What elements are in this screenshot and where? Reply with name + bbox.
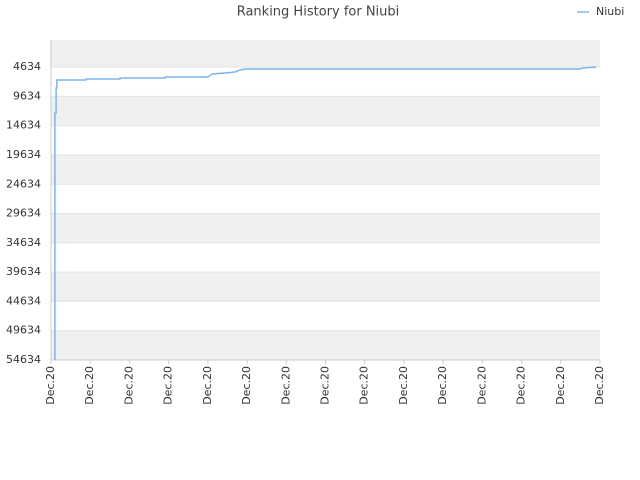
- x-tick-label: Dec.20: [240, 366, 253, 405]
- x-tick-label: Dec.20: [279, 366, 292, 405]
- x-tick-label: Dec.20: [83, 366, 96, 405]
- x-tick-label: Dec.20: [319, 366, 332, 405]
- plot-band: [51, 67, 600, 97]
- x-tick-label: Dec.20: [436, 366, 449, 405]
- y-tick-label: 4634: [13, 60, 41, 73]
- y-tick-label: 39634: [6, 265, 41, 278]
- y-tick-label: 49634: [6, 324, 41, 337]
- x-tick-label: Dec.20: [593, 366, 606, 405]
- x-tick-label: Dec.20: [358, 366, 371, 405]
- x-tick-label: Dec.20: [162, 366, 175, 405]
- plot-band: [51, 40, 600, 68]
- x-tick-label: Dec.20: [397, 366, 410, 405]
- y-tick-label: 54634: [6, 353, 41, 366]
- y-tick-label: 34634: [6, 236, 41, 249]
- x-tick-label: Dec.20: [515, 366, 528, 405]
- plot-band: [51, 301, 600, 331]
- x-tick-label: Dec.20: [554, 366, 567, 405]
- plot-band: [51, 242, 600, 273]
- plot-band: [51, 213, 600, 243]
- plot-band: [51, 330, 600, 360]
- y-tick-label: 44634: [6, 294, 41, 307]
- plot-band: [51, 125, 600, 155]
- legend-label: Niubi: [596, 5, 624, 18]
- plot-band: [51, 184, 600, 214]
- x-tick-label: Dec.20: [44, 366, 57, 405]
- x-tick-label: Dec.20: [122, 366, 135, 405]
- y-tick-label: 29634: [6, 207, 41, 220]
- y-tick-label: 19634: [6, 148, 41, 161]
- plot-band: [51, 272, 600, 302]
- plot-band: [51, 96, 600, 126]
- y-tick-label: 9634: [13, 89, 41, 102]
- x-tick-label: Dec.20: [475, 366, 488, 405]
- x-tick-label: Dec.20: [201, 366, 214, 405]
- data-line: [54, 66, 597, 360]
- y-tick-label: 24634: [6, 177, 41, 190]
- y-tick-label: 14634: [6, 119, 41, 132]
- plot-band: [51, 154, 600, 185]
- chart-title: Ranking History for Niubi: [237, 5, 400, 20]
